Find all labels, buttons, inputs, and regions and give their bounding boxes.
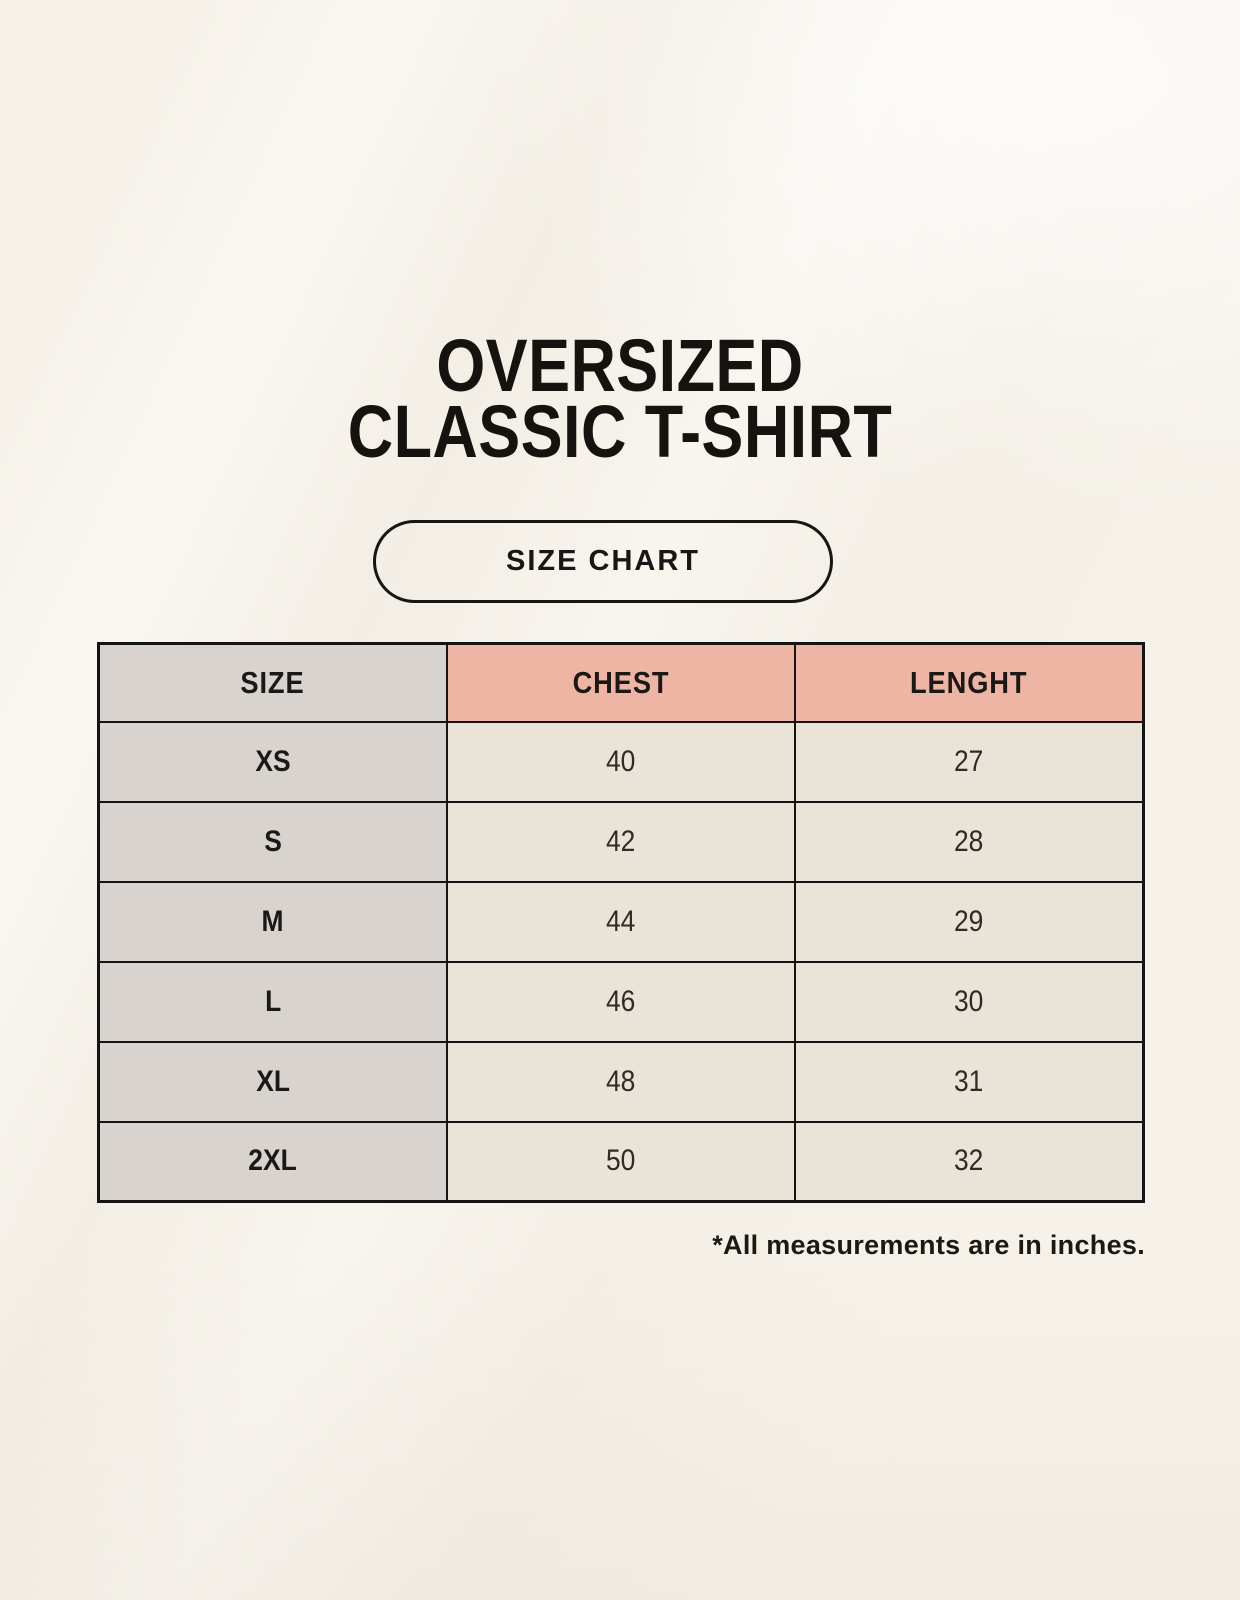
table-row-xl: XL 48 31 [97, 1040, 1145, 1123]
header-cell-chest: CHEST [445, 642, 797, 723]
length-cell: 29 [794, 880, 1145, 963]
header-cell-length: LENGHT [794, 642, 1145, 723]
table-row-2xl: 2XL 50 32 [97, 1120, 1145, 1203]
length-cell: 31 [794, 1040, 1145, 1123]
size-table: SIZE CHEST LENGHT XS 40 27 S 42 28 M 44 … [97, 642, 1145, 1203]
chest-cell: 48 [445, 1040, 797, 1123]
product-title-line1: OVERSIZED [436, 324, 804, 407]
size-cell: XS [97, 720, 448, 803]
length-cell: 28 [794, 800, 1145, 883]
chest-cell: 46 [445, 960, 797, 1043]
table-row-l: L 46 30 [97, 960, 1145, 1043]
table-row-xs: XS 40 27 [97, 720, 1145, 803]
size-chart-button[interactable]: SIZE CHART [373, 520, 833, 603]
size-cell: 2XL [97, 1120, 448, 1203]
size-table-header-row: SIZE CHEST LENGHT [97, 642, 1145, 723]
size-cell: S [97, 800, 448, 883]
length-cell: 27 [794, 720, 1145, 803]
chest-cell: 44 [445, 880, 797, 963]
size-cell: L [97, 960, 448, 1043]
product-title: OVERSIZED CLASSIC T-SHIRT [93, 324, 1147, 473]
table-row-m: M 44 29 [97, 880, 1145, 963]
size-chart-button-label: SIZE CHART [506, 545, 700, 577]
table-row-s: S 42 28 [97, 800, 1145, 883]
length-cell: 32 [794, 1120, 1145, 1203]
chest-cell: 42 [445, 800, 797, 883]
chest-cell: 40 [445, 720, 797, 803]
measurements-footnote: *All measurements are in inches. [712, 1230, 1145, 1260]
header-cell-size: SIZE [97, 642, 448, 723]
length-cell: 30 [794, 960, 1145, 1043]
size-cell: XL [97, 1040, 448, 1123]
product-title-line2: CLASSIC T-SHIRT [347, 390, 893, 473]
size-cell: M [97, 880, 448, 963]
chest-cell: 50 [445, 1120, 797, 1203]
